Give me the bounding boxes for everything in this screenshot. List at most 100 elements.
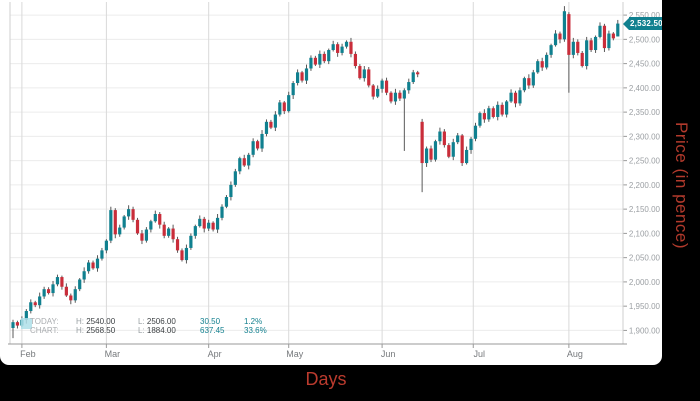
candle-body-up <box>118 227 122 235</box>
chart-low-key: L: <box>138 326 145 335</box>
candle-body-down <box>420 121 424 164</box>
y-tick-label: 2,500.00 <box>629 35 661 44</box>
price-tag-pointer-icon <box>623 17 629 30</box>
today-low-value: 2506.00 <box>146 317 176 326</box>
candle-body-up <box>585 40 589 67</box>
y-tick-label: 2,300.00 <box>629 132 661 141</box>
candle-body-up <box>571 41 575 55</box>
candle-body-up <box>464 149 469 164</box>
candle-body-up <box>496 104 500 117</box>
candle-body-down <box>567 14 571 55</box>
candle-body-up <box>95 258 100 269</box>
chart-stats-row: CHART: H: 2568.50 L: 1884.00 637.45 33.6% <box>20 326 267 335</box>
candle-body-up <box>545 54 549 68</box>
chart-low-value: 1884.00 <box>146 326 176 335</box>
candle-body-up <box>167 228 171 236</box>
candle-body-up <box>109 210 113 241</box>
candle-body-up <box>411 72 415 83</box>
candle-body-up <box>433 141 438 160</box>
candle-body-up <box>229 184 233 198</box>
y-tick-label: 2,050.00 <box>629 254 661 263</box>
candle-body-down <box>336 44 340 53</box>
candle-body-down <box>135 219 140 234</box>
candle-body-up <box>42 289 46 297</box>
candle-body-up <box>424 148 429 164</box>
candle-body-down <box>558 33 562 40</box>
candle-body-down <box>580 52 584 67</box>
candle-body-down <box>282 102 286 112</box>
candle-body-up <box>607 33 611 49</box>
candle-body-up <box>215 217 220 230</box>
candle-body-down <box>313 57 317 65</box>
candle-body-down <box>255 141 260 149</box>
candle-body-down <box>269 121 273 128</box>
candle-body-down <box>242 158 246 166</box>
x-tick-label: May <box>286 349 304 359</box>
candle-body-down <box>358 66 362 79</box>
candle-body-up <box>193 226 197 236</box>
y-axis-title: Price (in pence) <box>672 121 691 250</box>
candle-body-up <box>344 41 349 47</box>
x-tick-label: Feb <box>20 349 36 359</box>
chart-label: CHART: <box>30 326 59 335</box>
candle-body-down <box>131 209 135 220</box>
candle-body-up <box>456 135 460 143</box>
candle-body-up <box>86 262 91 272</box>
chart-panel: 1,900.00 1,950.00 2,000.00 2,050.00 2,100.00… <box>0 0 666 365</box>
candle-body-up <box>291 83 295 96</box>
candle-body-up <box>380 80 384 89</box>
candle-body-up <box>393 92 398 102</box>
candle-body-up <box>238 158 242 172</box>
candle-body-up <box>100 250 104 259</box>
candle-body-down <box>180 250 184 261</box>
candle-body-down <box>91 262 95 269</box>
candle-body-up <box>376 88 380 97</box>
candle-body-up <box>438 131 442 142</box>
candle-body-down <box>33 302 37 306</box>
y-tick-label: 2,100.00 <box>629 229 661 238</box>
candle-body-up <box>549 45 553 55</box>
y-tick-label: 2,250.00 <box>629 157 661 166</box>
candle-body-down <box>482 113 486 120</box>
candle-body-up <box>104 240 108 251</box>
candle-body-down <box>171 228 175 240</box>
candle-body-up <box>184 247 189 261</box>
last-price-label: 2,532.50 <box>629 17 666 31</box>
x-axis-title: Days <box>305 369 347 389</box>
candlestick-plot[interactable]: 1,900.00 1,950.00 2,000.00 2,050.00 2,100.00… <box>0 0 662 365</box>
candle-body-up <box>24 311 28 320</box>
y-tick-label: 2,450.00 <box>629 60 661 69</box>
candle-body-up <box>278 102 282 115</box>
candle-body-up <box>531 72 535 86</box>
candle-body-down <box>371 85 375 97</box>
candle-body-up <box>340 46 344 53</box>
candle-body-up <box>331 44 335 51</box>
today-high-value: 2540.00 <box>86 317 116 326</box>
candle-body-down <box>64 286 68 296</box>
candle-body-up <box>505 101 509 115</box>
last-price-tag: 2,532.50 <box>623 17 666 31</box>
candle-body-up <box>469 138 473 150</box>
candle-body-down <box>589 40 593 51</box>
candle-body-up <box>616 23 620 37</box>
candle-body-up <box>264 121 269 134</box>
candle-body-up <box>296 72 300 84</box>
y-tick-label: 1,950.00 <box>629 302 661 311</box>
candle-body-up <box>198 218 202 227</box>
x-tick-label: Aug <box>567 349 583 359</box>
watermark-square-icon <box>21 318 32 329</box>
candle-body-up <box>251 141 255 155</box>
candle-body-up <box>593 36 598 51</box>
candle-body-down <box>175 239 180 251</box>
candle-body-up <box>11 322 15 328</box>
x-tick-label: Apr <box>208 349 222 359</box>
candle-body-up <box>487 108 491 120</box>
candle-body-up <box>598 25 602 37</box>
candle-body-up <box>38 296 42 306</box>
candle-body-up <box>407 82 411 91</box>
candle-body-down <box>384 80 389 93</box>
today-change-value: 30.50 <box>200 317 221 326</box>
candle-body-down <box>602 25 607 49</box>
x-axis-title-band: Days <box>0 365 662 401</box>
